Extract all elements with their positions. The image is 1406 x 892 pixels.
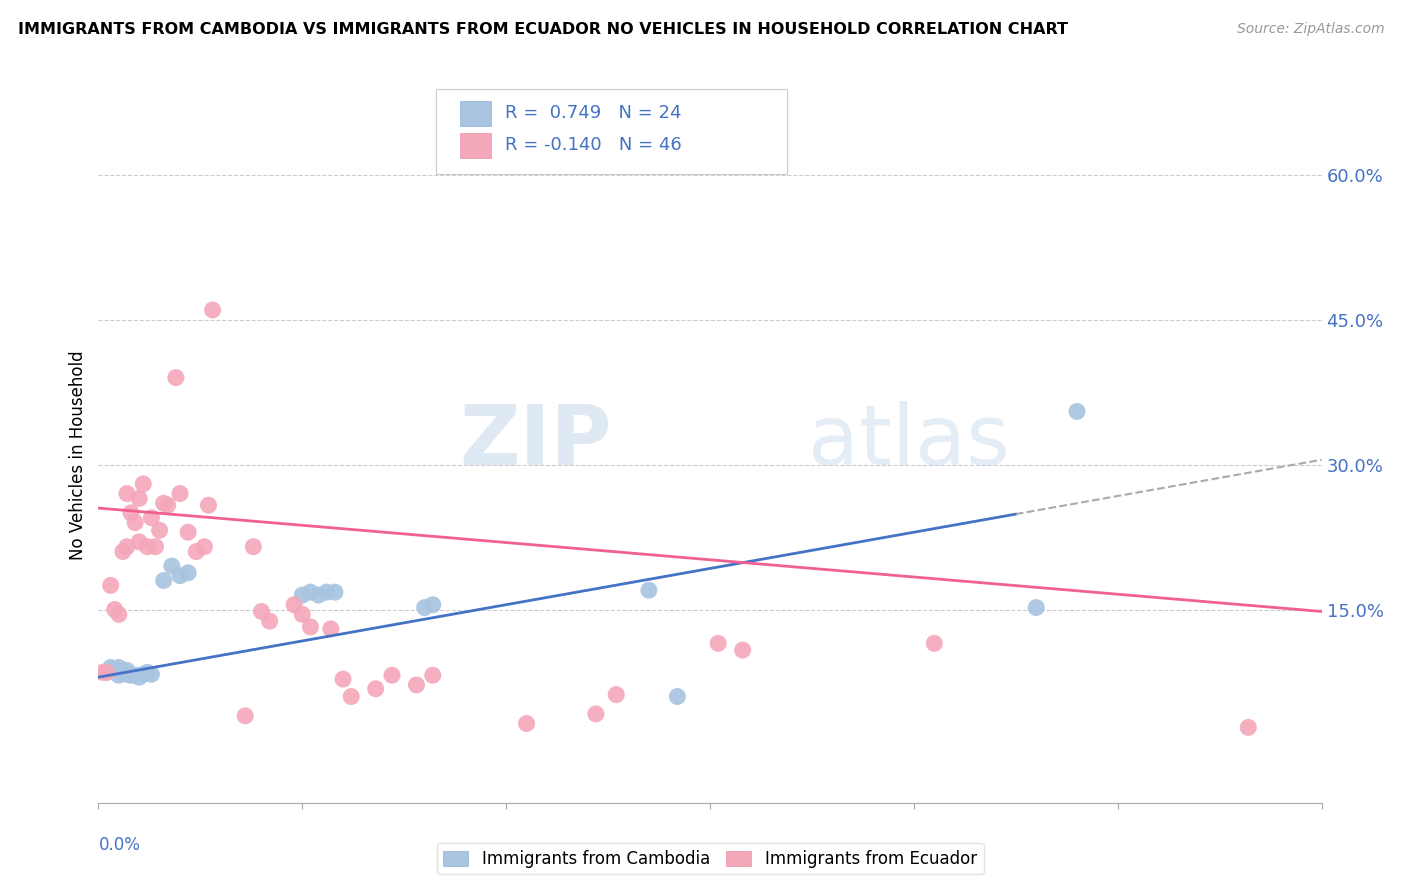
- Point: [605, 688, 627, 702]
- Point: [152, 496, 174, 510]
- Point: [96, 665, 118, 680]
- Point: [100, 660, 122, 674]
- Point: [332, 672, 354, 686]
- Point: [96, 665, 118, 680]
- Point: [108, 607, 131, 622]
- Text: atlas: atlas: [808, 401, 1010, 482]
- Point: [186, 544, 208, 558]
- Point: [115, 667, 138, 681]
- Point: [340, 690, 363, 704]
- Point: [422, 668, 444, 682]
- Point: [197, 498, 219, 512]
- Point: [141, 667, 163, 681]
- Point: [111, 665, 134, 680]
- Point: [193, 540, 215, 554]
- Point: [413, 600, 436, 615]
- Point: [315, 585, 337, 599]
- Point: [242, 540, 264, 554]
- Point: [283, 598, 305, 612]
- Point: [259, 614, 281, 628]
- Point: [177, 525, 200, 540]
- Point: [149, 523, 172, 537]
- Point: [141, 510, 163, 524]
- Point: [128, 670, 150, 684]
- Point: [422, 598, 444, 612]
- Legend: Immigrants from Cambodia, Immigrants from Ecuador: Immigrants from Cambodia, Immigrants fro…: [436, 843, 984, 874]
- Point: [250, 605, 273, 619]
- Point: [319, 622, 342, 636]
- Point: [201, 303, 224, 318]
- Text: Source: ZipAtlas.com: Source: ZipAtlas.com: [1237, 22, 1385, 37]
- Point: [585, 706, 607, 721]
- Point: [120, 668, 142, 682]
- Point: [381, 668, 404, 682]
- Point: [364, 681, 387, 696]
- Point: [169, 486, 191, 500]
- Point: [124, 668, 146, 682]
- Point: [115, 486, 138, 500]
- Point: [308, 588, 330, 602]
- Point: [108, 668, 131, 682]
- Text: ZIP: ZIP: [460, 401, 612, 482]
- Point: [115, 540, 138, 554]
- Point: [120, 506, 142, 520]
- Point: [156, 498, 179, 512]
- Text: IMMIGRANTS FROM CAMBODIA VS IMMIGRANTS FROM ECUADOR NO VEHICLES IN HOUSEHOLD COR: IMMIGRANTS FROM CAMBODIA VS IMMIGRANTS F…: [18, 22, 1069, 37]
- Point: [405, 678, 427, 692]
- Point: [516, 716, 538, 731]
- Point: [233, 708, 256, 723]
- Point: [922, 636, 945, 650]
- Text: R =  0.749   N = 24: R = 0.749 N = 24: [505, 104, 682, 122]
- Point: [145, 540, 167, 554]
- Point: [707, 636, 730, 650]
- Point: [108, 660, 131, 674]
- Text: 0.0%: 0.0%: [98, 836, 141, 855]
- Point: [1066, 404, 1088, 418]
- Point: [104, 662, 127, 677]
- Point: [1237, 721, 1260, 735]
- Point: [291, 607, 314, 622]
- Point: [638, 583, 661, 598]
- Point: [136, 540, 159, 554]
- Point: [152, 574, 174, 588]
- Point: [136, 665, 159, 680]
- Point: [165, 370, 187, 384]
- Point: [132, 667, 155, 681]
- Point: [128, 535, 150, 549]
- Point: [299, 585, 322, 599]
- Point: [1025, 600, 1047, 615]
- Point: [132, 476, 155, 491]
- Point: [111, 544, 134, 558]
- Point: [100, 578, 122, 592]
- Point: [323, 585, 346, 599]
- Point: [299, 620, 322, 634]
- Text: R = -0.140   N = 46: R = -0.140 N = 46: [505, 136, 682, 154]
- Point: [115, 664, 138, 678]
- Point: [160, 559, 183, 574]
- Point: [104, 602, 127, 616]
- Point: [91, 665, 114, 680]
- Point: [128, 491, 150, 506]
- Point: [124, 516, 146, 530]
- Point: [731, 643, 754, 657]
- Point: [666, 690, 689, 704]
- Point: [169, 568, 191, 582]
- Y-axis label: No Vehicles in Household: No Vehicles in Household: [69, 350, 87, 560]
- Point: [177, 566, 200, 580]
- Point: [291, 588, 314, 602]
